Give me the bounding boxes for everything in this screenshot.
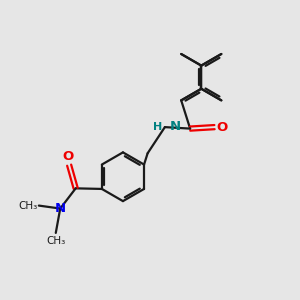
Text: CH₃: CH₃ <box>18 201 37 211</box>
Text: H: H <box>153 122 162 131</box>
Text: O: O <box>217 121 228 134</box>
Text: CH₃: CH₃ <box>46 236 65 246</box>
Text: N: N <box>55 202 66 215</box>
Text: O: O <box>62 150 73 164</box>
Text: N: N <box>169 120 180 133</box>
